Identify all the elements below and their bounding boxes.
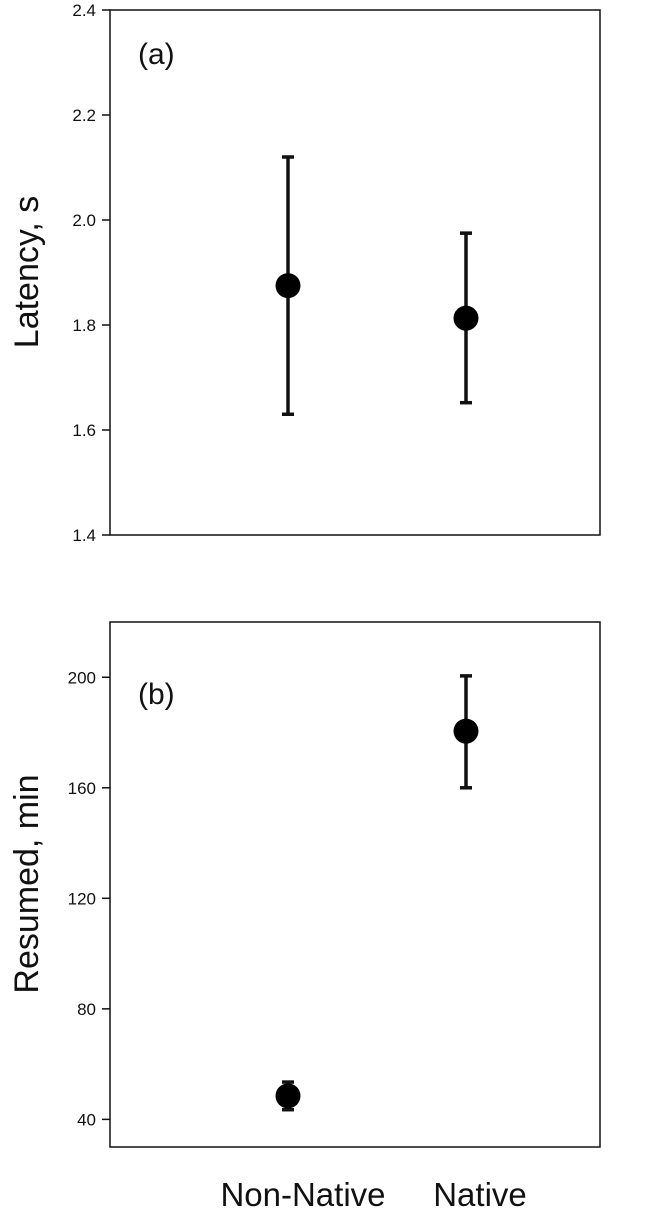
x-category-labels: Non-Native Native xyxy=(220,1176,526,1213)
data-point xyxy=(275,1083,301,1109)
y-tick-label: 160 xyxy=(68,779,96,798)
panel-b-y-axis: 40 80 120 160 200 xyxy=(68,668,110,1129)
panel-a-y-axis-title: Latency, s xyxy=(8,196,46,348)
panel-b-frame xyxy=(109,621,601,1148)
y-tick-label: 120 xyxy=(68,889,96,908)
x-label-native: Native xyxy=(433,1176,527,1213)
panel-a-y-axis: 1.4 1.6 1.8 2.0 2.2 2.4 xyxy=(72,1,110,545)
data-point xyxy=(453,305,479,331)
panel-b-label: (b) xyxy=(138,678,175,711)
panel-b: 40 80 120 160 200 (b) Resumed, min xyxy=(8,621,601,1148)
x-label-non-native: Non-Native xyxy=(220,1176,385,1213)
panel-b-marks xyxy=(275,674,479,1112)
y-tick-label: 1.6 xyxy=(72,421,96,440)
y-tick-label: 1.8 xyxy=(72,316,96,335)
panel-a-frame xyxy=(109,9,601,536)
data-point xyxy=(275,273,301,299)
panel-a: 1.4 1.6 1.8 2.0 2.2 2.4 (a) Latency, s xyxy=(8,1,601,545)
y-tick-label: 2.2 xyxy=(72,106,96,125)
y-tick-label: 1.4 xyxy=(72,526,96,545)
panel-a-label: (a) xyxy=(138,38,175,71)
panel-a-marks xyxy=(275,155,479,416)
y-tick-label: 2.0 xyxy=(72,211,96,230)
y-tick-label: 80 xyxy=(77,1000,96,1019)
data-point xyxy=(453,718,479,744)
y-tick-label: 2.4 xyxy=(72,1,96,20)
y-tick-label: 40 xyxy=(77,1110,96,1129)
y-tick-label: 200 xyxy=(68,668,96,687)
panel-b-y-axis-title: Resumed, min xyxy=(8,774,46,993)
